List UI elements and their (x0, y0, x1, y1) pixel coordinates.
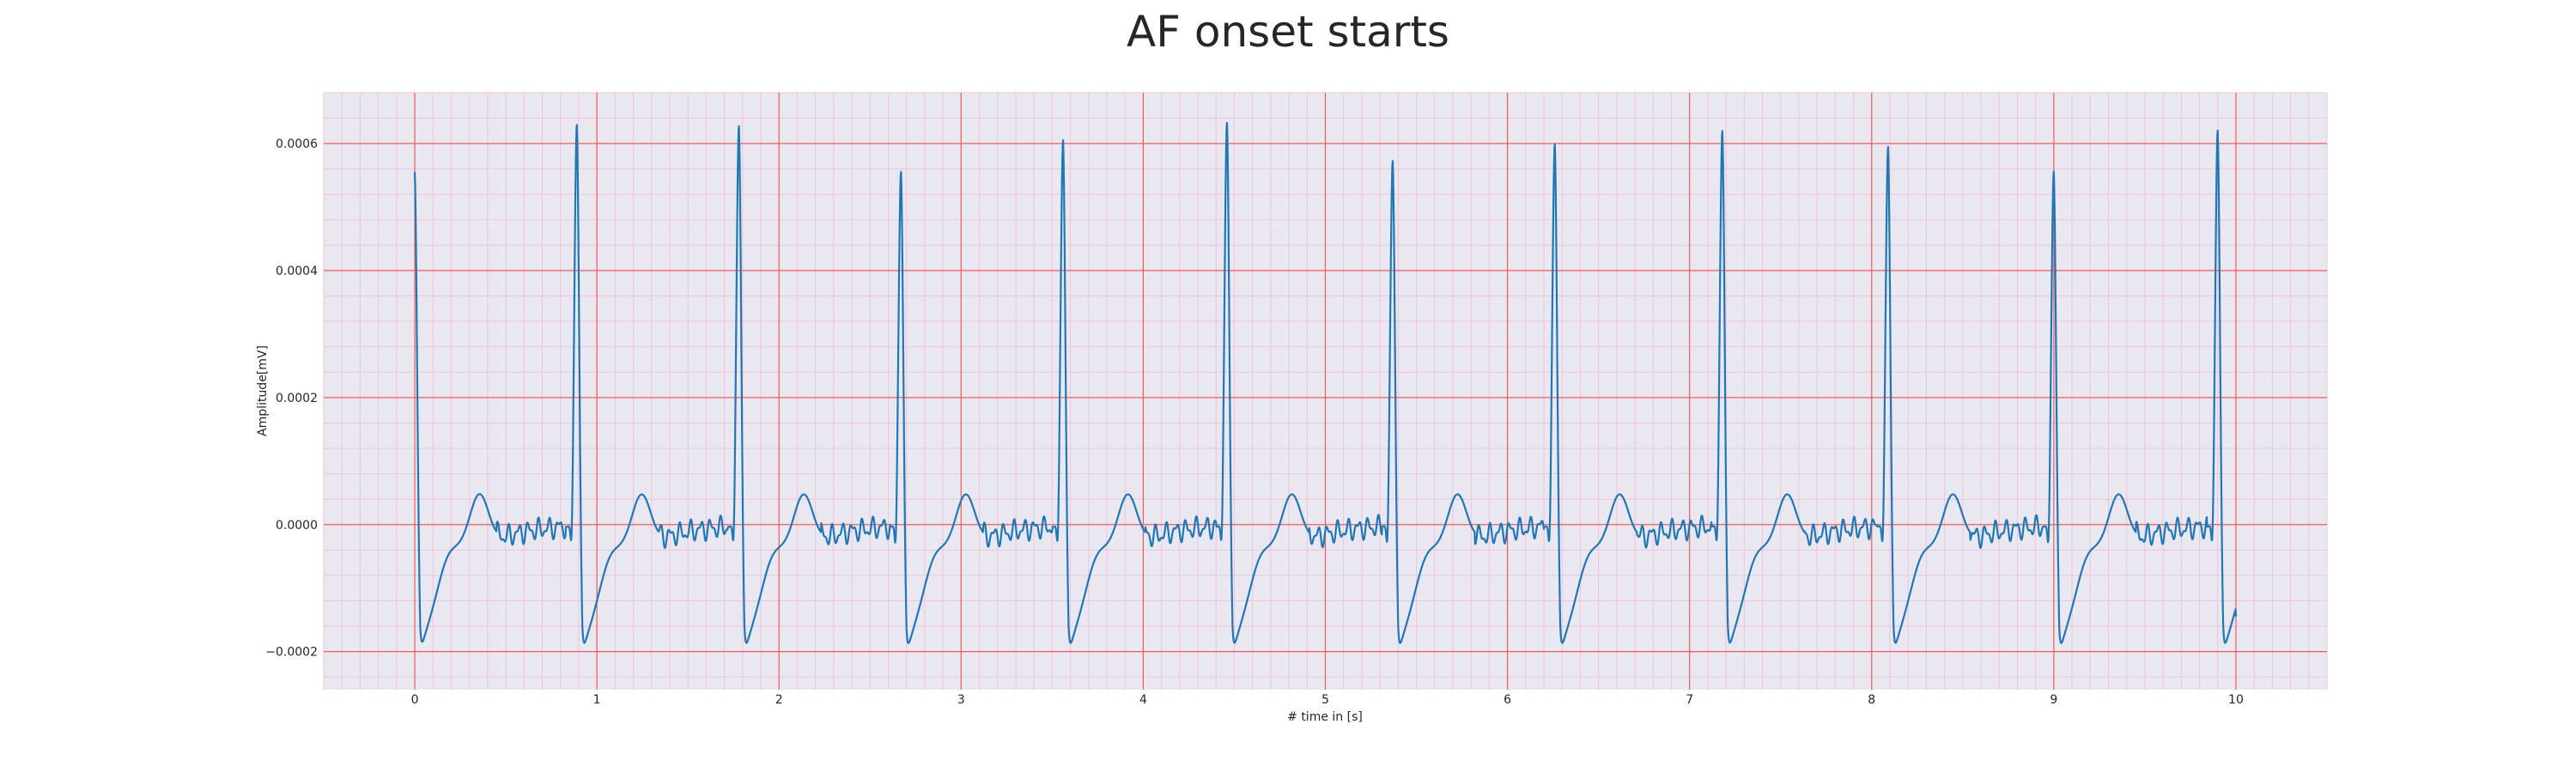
x-tick-label: 5 (1321, 693, 1329, 707)
ecg-signal-line (413, 122, 2238, 644)
x-tick-label: 2 (775, 693, 783, 707)
x-tick-label: 8 (1868, 693, 1875, 707)
x-tick-label: 10 (2228, 693, 2244, 707)
y-tick-label: −0.0002 (265, 646, 318, 660)
x-tick-label: 1 (593, 693, 601, 707)
x-tick-label: 9 (2050, 693, 2057, 707)
y-tick-labels: −0.0002 0.0000 0.0002 0.0004 0.0006 (265, 137, 318, 659)
y-axis-label: Amplitude[mV] (256, 345, 270, 436)
x-axis-label: # time in [s] (1287, 710, 1363, 724)
x-tick-label: 4 (1139, 693, 1147, 707)
y-tick-label: 0.0000 (276, 519, 318, 533)
x-tick-label: 7 (1686, 693, 1693, 707)
x-tick-label: 6 (1504, 693, 1511, 707)
x-tick-label: 0 (411, 693, 419, 707)
y-tick-label: 0.0006 (276, 137, 318, 151)
major-grid (324, 93, 2327, 690)
chart-title: AF onset starts (1127, 7, 1449, 57)
y-tick-label: 0.0004 (276, 265, 318, 278)
x-tick-labels: 0 1 2 3 4 5 6 7 8 9 10 (411, 693, 2244, 707)
x-tick-label: 3 (957, 693, 965, 707)
y-tick-label: 0.0002 (276, 392, 318, 405)
